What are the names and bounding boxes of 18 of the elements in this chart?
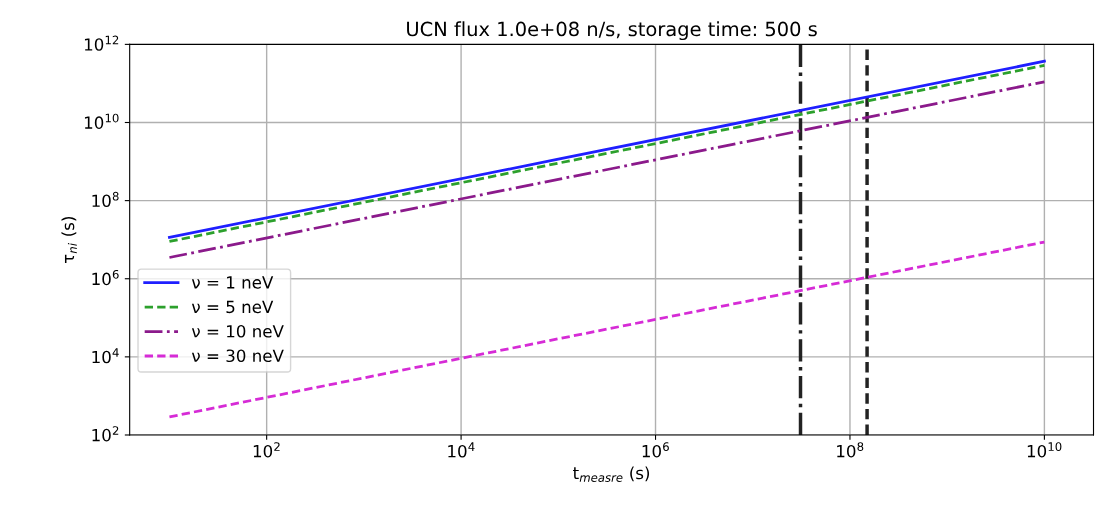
- legend-label: ν = 5 neV: [191, 300, 274, 314]
- x-axis-title: t$_{measre}$ (s): [573, 466, 650, 482]
- legend-label: ν = 1 neV: [191, 276, 274, 289]
- chart-title: UCN flux 1.0e+08 n/s, storage time: 500 s: [407, 21, 817, 41]
- legend-label: ν = 30 neV: [191, 349, 284, 363]
- y-tick-label: 10$^{6}$: [92, 269, 119, 286]
- x-tick-label: 10$^{4}$: [448, 442, 475, 458]
- x-tick-label: 10$^{6}$: [642, 442, 669, 458]
- y-tick-label: 10$^{4}$: [92, 348, 119, 364]
- y-tick-label: 10$^{10}$: [84, 113, 119, 129]
- x-tick-label: 10$^{8}$: [837, 442, 864, 458]
- y-tick-label: 10$^{8}$: [92, 191, 119, 208]
- y-tick-label: 10$^{12}$: [84, 35, 119, 51]
- y-tick-label: 10$^{2}$: [92, 426, 119, 442]
- legend-label: ν = 10 neV: [191, 325, 284, 338]
- x-tick-label: 10$^{2}$: [253, 442, 280, 458]
- x-tick-label: 10$^{10}$: [1027, 442, 1062, 458]
- y-axis-title: τ$_{ni}$ (s): [61, 217, 77, 264]
